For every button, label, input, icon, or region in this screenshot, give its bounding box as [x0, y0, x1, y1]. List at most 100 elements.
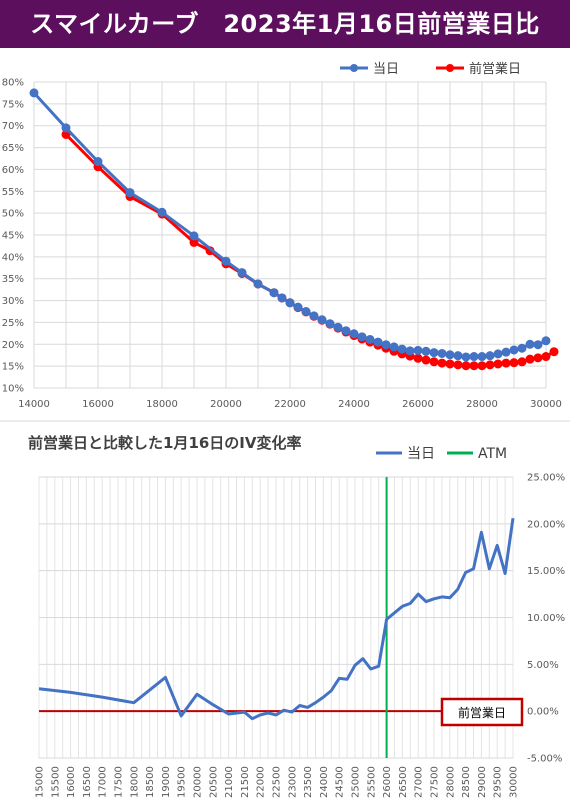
- x-tick-label: 17000: [98, 766, 109, 798]
- prev-day-series-point: [533, 353, 543, 363]
- y-tick-label: 25.00%: [527, 473, 565, 484]
- today-series-point: [29, 88, 39, 98]
- today-series-point: [413, 345, 423, 355]
- x-tick-label: 22000: [256, 766, 267, 798]
- today-series-point: [325, 319, 335, 329]
- x-tick-label: 26500: [398, 766, 409, 798]
- x-tick-label: 26000: [382, 766, 393, 798]
- today-series-point: [349, 329, 359, 339]
- x-tick-label: 27500: [430, 766, 441, 798]
- today-series-point: [381, 340, 391, 350]
- today-series-point: [517, 343, 527, 353]
- today-series-point: [445, 350, 455, 360]
- y-tick-label: 55%: [2, 187, 24, 198]
- today-series-point: [237, 268, 247, 278]
- today-series-point: [397, 344, 407, 354]
- x-tick-label: 14000: [18, 399, 50, 410]
- y-tick-label: 15%: [2, 362, 24, 373]
- y-tick-label: 15.00%: [527, 566, 565, 577]
- today-series-point: [509, 345, 519, 355]
- today-change-line: [38, 517, 515, 721]
- x-tick-label: 19500: [177, 766, 188, 798]
- x-tick-label: 18000: [146, 399, 178, 410]
- prev-day-series-point: [477, 361, 487, 371]
- x-tick-label: 24000: [319, 766, 330, 798]
- x-tick-label: 18500: [145, 766, 156, 798]
- legend-atm-label: ATM: [478, 446, 507, 462]
- prev-day-series-point: [493, 359, 503, 369]
- today-series-point: [469, 352, 479, 362]
- x-tick-label: 17500: [114, 766, 125, 798]
- iv-change-svg: 前営業日と比較した1月16日のIV変化率 -5.00% 0.00% 5.00% 10.0…: [0, 420, 570, 802]
- prev-day-series-point: [485, 360, 495, 370]
- today-series-point: [389, 342, 399, 352]
- x-tick-label: 29500: [493, 766, 504, 798]
- today-series-point: [341, 326, 351, 336]
- today-series-point: [405, 346, 415, 356]
- legend-prev-day-marker: [446, 64, 454, 72]
- prev-day-series-point: [509, 358, 519, 368]
- prev-day-series-point: [445, 359, 455, 369]
- x-tick-label: 22000: [274, 399, 306, 410]
- today-series-point: [437, 348, 447, 358]
- x-tick-label: 16000: [82, 399, 114, 410]
- today-series-point: [301, 307, 311, 316]
- x-tick-label: 30000: [530, 399, 562, 410]
- x-tick-label: 25500: [366, 766, 377, 798]
- y-tick-label: 80%: [2, 78, 24, 89]
- y-tick-label: 0.00%: [527, 707, 559, 718]
- legend-today-label: 当日: [407, 446, 435, 462]
- y-tick-label: 20%: [2, 340, 24, 351]
- legend-today-label: 当日: [373, 62, 399, 77]
- today-series-point: [333, 322, 343, 332]
- legend-today-marker: [350, 64, 358, 72]
- y-tick-label: 10%: [2, 384, 24, 395]
- annotation-label: 前営業日: [458, 705, 506, 720]
- today-series-point: [477, 352, 487, 362]
- x-tick-label: 15000: [35, 766, 46, 798]
- prev-day-series-point: [461, 361, 471, 371]
- page-title: スマイルカーブ 2023年1月16日前営業日比: [30, 10, 540, 38]
- today-series-point: [485, 351, 495, 361]
- today-series-point: [533, 340, 543, 350]
- today-series-point: [93, 157, 103, 167]
- today-series-point: [125, 188, 135, 198]
- today-series-point: [285, 298, 295, 308]
- x-tick-label: 27000: [414, 766, 425, 798]
- prev-day-series-point: [525, 354, 535, 364]
- x-tick-label: 18000: [129, 766, 140, 798]
- today-series-point: [541, 336, 551, 346]
- prev-day-series-point: [437, 358, 447, 368]
- x-tick-label: 16500: [82, 766, 93, 798]
- x-tick-label: 15500: [50, 766, 61, 798]
- y-tick-label: -5.00%: [527, 754, 562, 765]
- x-tick-label: 30000: [509, 766, 520, 798]
- x-tick-label: 28500: [461, 766, 472, 798]
- y-tick-label: 35%: [2, 274, 24, 285]
- today-series-point: [277, 293, 287, 303]
- y-tick-label: 20.00%: [527, 519, 565, 530]
- x-tick-label: 29000: [477, 766, 488, 798]
- today-series-point: [157, 207, 167, 217]
- y-tick-label: 45%: [2, 231, 24, 242]
- today-series-point: [373, 337, 383, 347]
- y-tick-label: 60%: [2, 165, 24, 176]
- x-tick-label: 20000: [210, 399, 242, 410]
- prev-day-series-point: [517, 357, 527, 367]
- today-series-point: [253, 279, 263, 289]
- x-tick-label: 20500: [208, 766, 219, 798]
- y-tick-label: 10.00%: [527, 613, 565, 624]
- today-series-point: [269, 288, 279, 298]
- y-tick-label: 70%: [2, 121, 24, 132]
- y-tick-label: 75%: [2, 99, 24, 110]
- today-series-point: [317, 315, 327, 325]
- prev-day-series-point: [413, 353, 423, 363]
- x-tick-label: 24500: [335, 766, 346, 798]
- x-tick-label: 26000: [402, 399, 434, 410]
- today-series-point: [309, 311, 319, 321]
- x-tick-label: 23000: [287, 766, 298, 798]
- prev-day-series-point: [541, 352, 551, 362]
- today-series-point: [501, 347, 511, 357]
- y-tick-label: 30%: [2, 296, 24, 307]
- x-tick-label: 23500: [303, 766, 314, 798]
